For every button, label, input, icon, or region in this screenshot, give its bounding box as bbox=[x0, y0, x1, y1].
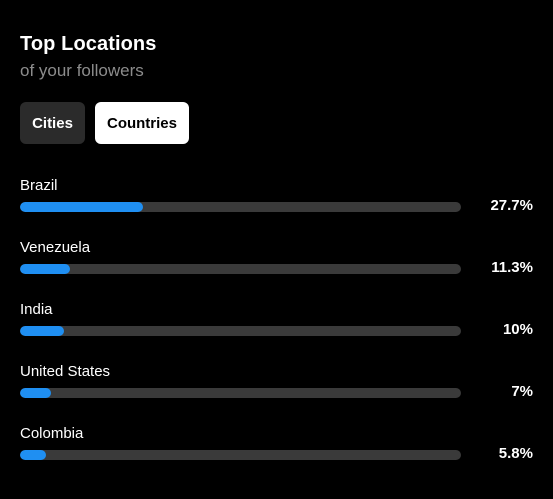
location-name: India bbox=[20, 301, 53, 318]
location-type-tabs: Cities Countries bbox=[20, 102, 189, 144]
tab-countries[interactable]: Countries bbox=[95, 102, 189, 144]
location-row-venezuela: Venezuela 11.3% bbox=[20, 239, 540, 279]
progress-bar-track bbox=[20, 388, 461, 398]
progress-bar-fill bbox=[20, 264, 70, 274]
location-name: Venezuela bbox=[20, 239, 91, 256]
progress-bar-fill bbox=[20, 326, 65, 336]
progress-bar-fill bbox=[20, 202, 144, 212]
location-percentage: 7% bbox=[511, 383, 533, 400]
tab-cities[interactable]: Cities bbox=[20, 102, 85, 144]
location-row-united-states: United States 7% bbox=[20, 363, 540, 403]
location-percentage: 11.3% bbox=[491, 259, 533, 276]
progress-bar-fill bbox=[20, 388, 51, 398]
location-percentage: 10% bbox=[502, 321, 533, 338]
progress-bar-track bbox=[20, 326, 461, 336]
location-row-colombia: Colombia 5.8% bbox=[20, 425, 540, 465]
location-row-india: India 10% bbox=[20, 301, 540, 341]
location-row-brazil: Brazil 27.7% bbox=[20, 177, 540, 217]
card-title: Top Locations bbox=[20, 33, 157, 55]
location-name: Brazil bbox=[20, 177, 58, 194]
location-percentage: 27.7% bbox=[490, 197, 533, 214]
card-subtitle: of your followers bbox=[20, 61, 144, 80]
progress-bar-track bbox=[20, 202, 461, 212]
progress-bar-fill bbox=[20, 450, 46, 460]
location-name: United States bbox=[20, 363, 111, 380]
location-percentage: 5.8% bbox=[498, 445, 533, 462]
progress-bar-track bbox=[20, 450, 461, 460]
location-name: Colombia bbox=[20, 425, 84, 442]
progress-bar-track bbox=[20, 264, 461, 274]
